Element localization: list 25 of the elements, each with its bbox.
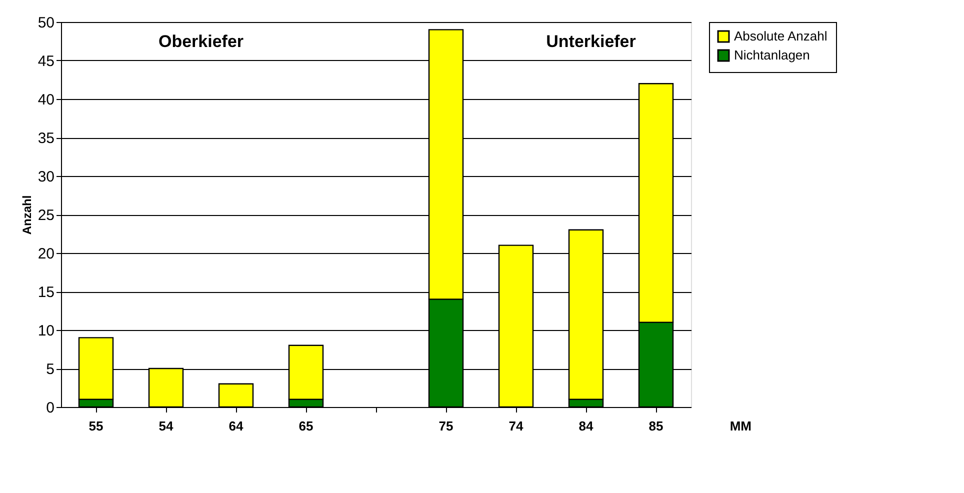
legend-label: Nichtanlagen (734, 48, 810, 62)
x-tick-label: 85 (648, 418, 664, 434)
y-tick-label: 35 (38, 130, 54, 147)
x-tick-label: 65 (298, 418, 314, 434)
x-tick-label: 84 (578, 418, 594, 434)
y-tick-label: 50 (38, 14, 54, 32)
x-tick-label: 74 (508, 418, 524, 434)
y-tick-label: 45 (38, 53, 54, 70)
annotation: Oberkiefer (158, 32, 244, 51)
y-tick-label: 30 (38, 168, 54, 186)
x-tick-label: 55 (88, 418, 104, 434)
x-tick-label: 64 (228, 418, 244, 434)
y-tick-label: 20 (38, 246, 54, 262)
y-tick-label: 0 (46, 400, 54, 416)
y-tick-label: 5 (46, 361, 54, 378)
y-tick-label: 10 (38, 322, 54, 340)
y-tick-label: 15 (38, 284, 54, 301)
x-tick-label: 54 (158, 418, 174, 434)
annotation: Unterkiefer (546, 32, 636, 51)
y-tick-label: 25 (38, 207, 54, 224)
x-axis-title: MM (730, 418, 752, 434)
legend-label: Absolute Anzahl (734, 28, 828, 44)
y-axis-title: Anzahl (20, 195, 34, 235)
y-tick-label: 40 (38, 92, 54, 108)
x-tick-label: 75 (438, 418, 454, 434)
